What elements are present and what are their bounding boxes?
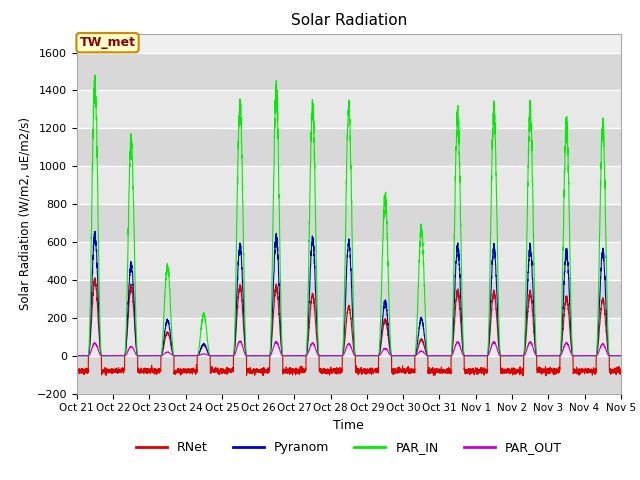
- X-axis label: Time: Time: [333, 419, 364, 432]
- Legend: RNet, Pyranom, PAR_IN, PAR_OUT: RNet, Pyranom, PAR_IN, PAR_OUT: [131, 436, 567, 459]
- PAR_OUT: [502, 353, 509, 359]
- PAR_OUT: [236, 338, 244, 344]
- PAR_IN: [441, 353, 449, 359]
- Bar: [77, 90, 621, 128]
- Pyranom: [616, 353, 624, 359]
- Pyranom: [91, 228, 99, 234]
- PAR_OUT: [617, 353, 625, 359]
- Bar: [77, 128, 621, 166]
- Pyranom: [329, 353, 337, 359]
- Line: RNet: RNet: [77, 277, 621, 376]
- PAR_IN: [502, 353, 509, 359]
- Pyranom: [471, 353, 479, 359]
- PAR_OUT: [471, 353, 479, 359]
- RNet: [617, 367, 625, 373]
- Line: PAR_IN: PAR_IN: [77, 75, 621, 356]
- PAR_IN: [471, 353, 479, 359]
- Line: PAR_OUT: PAR_OUT: [77, 341, 621, 356]
- Bar: [77, 356, 621, 394]
- PAR_IN: [73, 353, 81, 359]
- PAR_IN: [617, 353, 625, 359]
- Pyranom: [171, 353, 179, 359]
- Pyranom: [502, 353, 509, 359]
- RNet: [519, 373, 527, 379]
- Pyranom: [73, 353, 81, 359]
- Pyranom: [441, 353, 449, 359]
- Bar: [77, 280, 621, 318]
- PAR_OUT: [171, 353, 179, 359]
- PAR_OUT: [616, 353, 624, 359]
- RNet: [471, 368, 479, 374]
- PAR_OUT: [329, 353, 337, 359]
- Text: TW_met: TW_met: [79, 36, 136, 49]
- RNet: [91, 275, 99, 280]
- Title: Solar Radiation: Solar Radiation: [291, 13, 407, 28]
- Y-axis label: Solar Radiation (W/m2, uE/m2/s): Solar Radiation (W/m2, uE/m2/s): [18, 117, 31, 310]
- Bar: [77, 204, 621, 242]
- RNet: [441, 369, 449, 374]
- Line: Pyranom: Pyranom: [77, 231, 621, 356]
- RNet: [502, 368, 509, 374]
- RNet: [73, 368, 81, 374]
- RNet: [329, 369, 337, 374]
- Pyranom: [617, 353, 625, 359]
- PAR_IN: [616, 353, 624, 359]
- Bar: [77, 166, 621, 204]
- Bar: [77, 242, 621, 280]
- PAR_OUT: [441, 353, 449, 359]
- Bar: [77, 318, 621, 356]
- PAR_IN: [329, 353, 337, 359]
- PAR_IN: [91, 72, 99, 78]
- PAR_OUT: [73, 353, 81, 359]
- Bar: [77, 52, 621, 90]
- PAR_IN: [171, 353, 179, 359]
- RNet: [171, 368, 179, 374]
- RNet: [616, 371, 624, 377]
